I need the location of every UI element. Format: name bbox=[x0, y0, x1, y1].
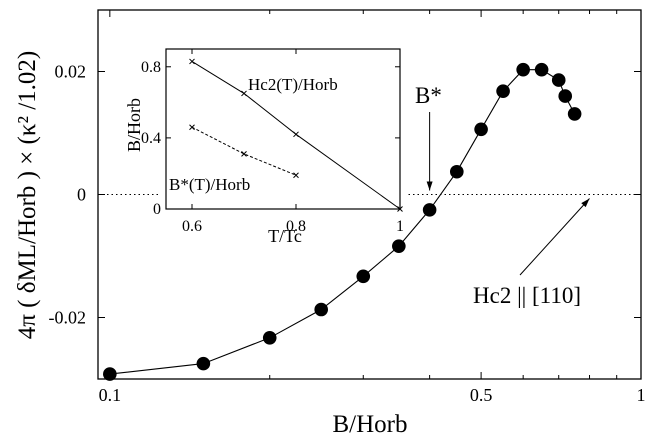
inset-x-tick-label: 0.8 bbox=[286, 218, 306, 235]
data-point bbox=[422, 203, 437, 217]
inset-plot-frame bbox=[165, 48, 401, 210]
y-axis-title: 4π ( δML/Horb ) × (κ² /1.02) bbox=[14, 51, 41, 339]
inset-data-point bbox=[189, 58, 195, 65]
inset-hc2-line bbox=[191, 60, 401, 210]
y-tick-label: 0 bbox=[77, 185, 86, 205]
inset-data-point bbox=[293, 172, 299, 179]
x-tick-label: 0.5 bbox=[470, 385, 493, 405]
inset-series-label-bstar: B*(T)/Horb bbox=[169, 175, 250, 194]
data-point bbox=[474, 122, 488, 137]
inset-x-tick-label: 0.6 bbox=[182, 218, 202, 235]
inset-data-point bbox=[293, 131, 299, 138]
inset-background bbox=[158, 48, 406, 223]
x-tick-label: 0.1 bbox=[99, 385, 122, 405]
inset-bstar-line bbox=[191, 126, 297, 176]
annotation-bstar-arrowhead bbox=[426, 181, 433, 191]
inset-data-point bbox=[189, 124, 195, 131]
inset-y-tick-label: 0 bbox=[153, 201, 161, 218]
inset-y-tick-label: 0.4 bbox=[141, 130, 161, 147]
data-point bbox=[567, 107, 582, 121]
main-points bbox=[103, 62, 582, 381]
main-ticks bbox=[98, 10, 642, 379]
data-point bbox=[558, 89, 573, 103]
data-point bbox=[103, 367, 117, 381]
annotation-bstar: B* bbox=[415, 83, 442, 108]
inset-y-tick-labels: 0 0.4 0.8 bbox=[141, 59, 161, 218]
data-point bbox=[551, 73, 566, 87]
y-tick-label: -0.02 bbox=[49, 308, 87, 328]
inset-x-axis-title: T/Tc bbox=[268, 226, 302, 246]
data-point bbox=[356, 269, 371, 284]
inset-data-point bbox=[397, 206, 403, 212]
annotation-hc2: Hc2 || [110] bbox=[473, 283, 581, 308]
main-x-tick-labels: 0.1 0.5 1 bbox=[99, 385, 646, 405]
inset-data-point bbox=[241, 90, 247, 97]
data-point bbox=[496, 84, 510, 98]
data-point bbox=[392, 239, 406, 253]
data-point bbox=[196, 356, 211, 371]
inset-series-label-hc2: Hc2(T)/Horb bbox=[248, 75, 338, 94]
inset-y-axis-title: B/Horb bbox=[124, 98, 144, 152]
inset-x-tick-label: 1 bbox=[396, 218, 404, 235]
x-axis-title: B/Horb bbox=[333, 411, 408, 438]
inset-markers bbox=[189, 58, 403, 212]
data-point bbox=[534, 62, 549, 77]
y-tick-label: 0.02 bbox=[55, 62, 87, 82]
x-tick-label: 1 bbox=[637, 385, 646, 405]
data-point bbox=[516, 62, 530, 77]
data-point bbox=[314, 302, 329, 317]
inset-data-point bbox=[241, 151, 247, 157]
inset-y-tick-label: 0.8 bbox=[141, 59, 161, 76]
inset-ticks bbox=[166, 49, 401, 210]
data-point bbox=[262, 330, 277, 345]
main-y-tick-labels: -0.02 0 0.02 bbox=[49, 62, 87, 328]
inset-x-tick-labels: 0.6 0.8 1 bbox=[182, 218, 404, 235]
data-point bbox=[449, 164, 464, 179]
annotation-hc2-arrow bbox=[519, 198, 590, 276]
annotation-hc2-arrowhead bbox=[581, 198, 590, 208]
